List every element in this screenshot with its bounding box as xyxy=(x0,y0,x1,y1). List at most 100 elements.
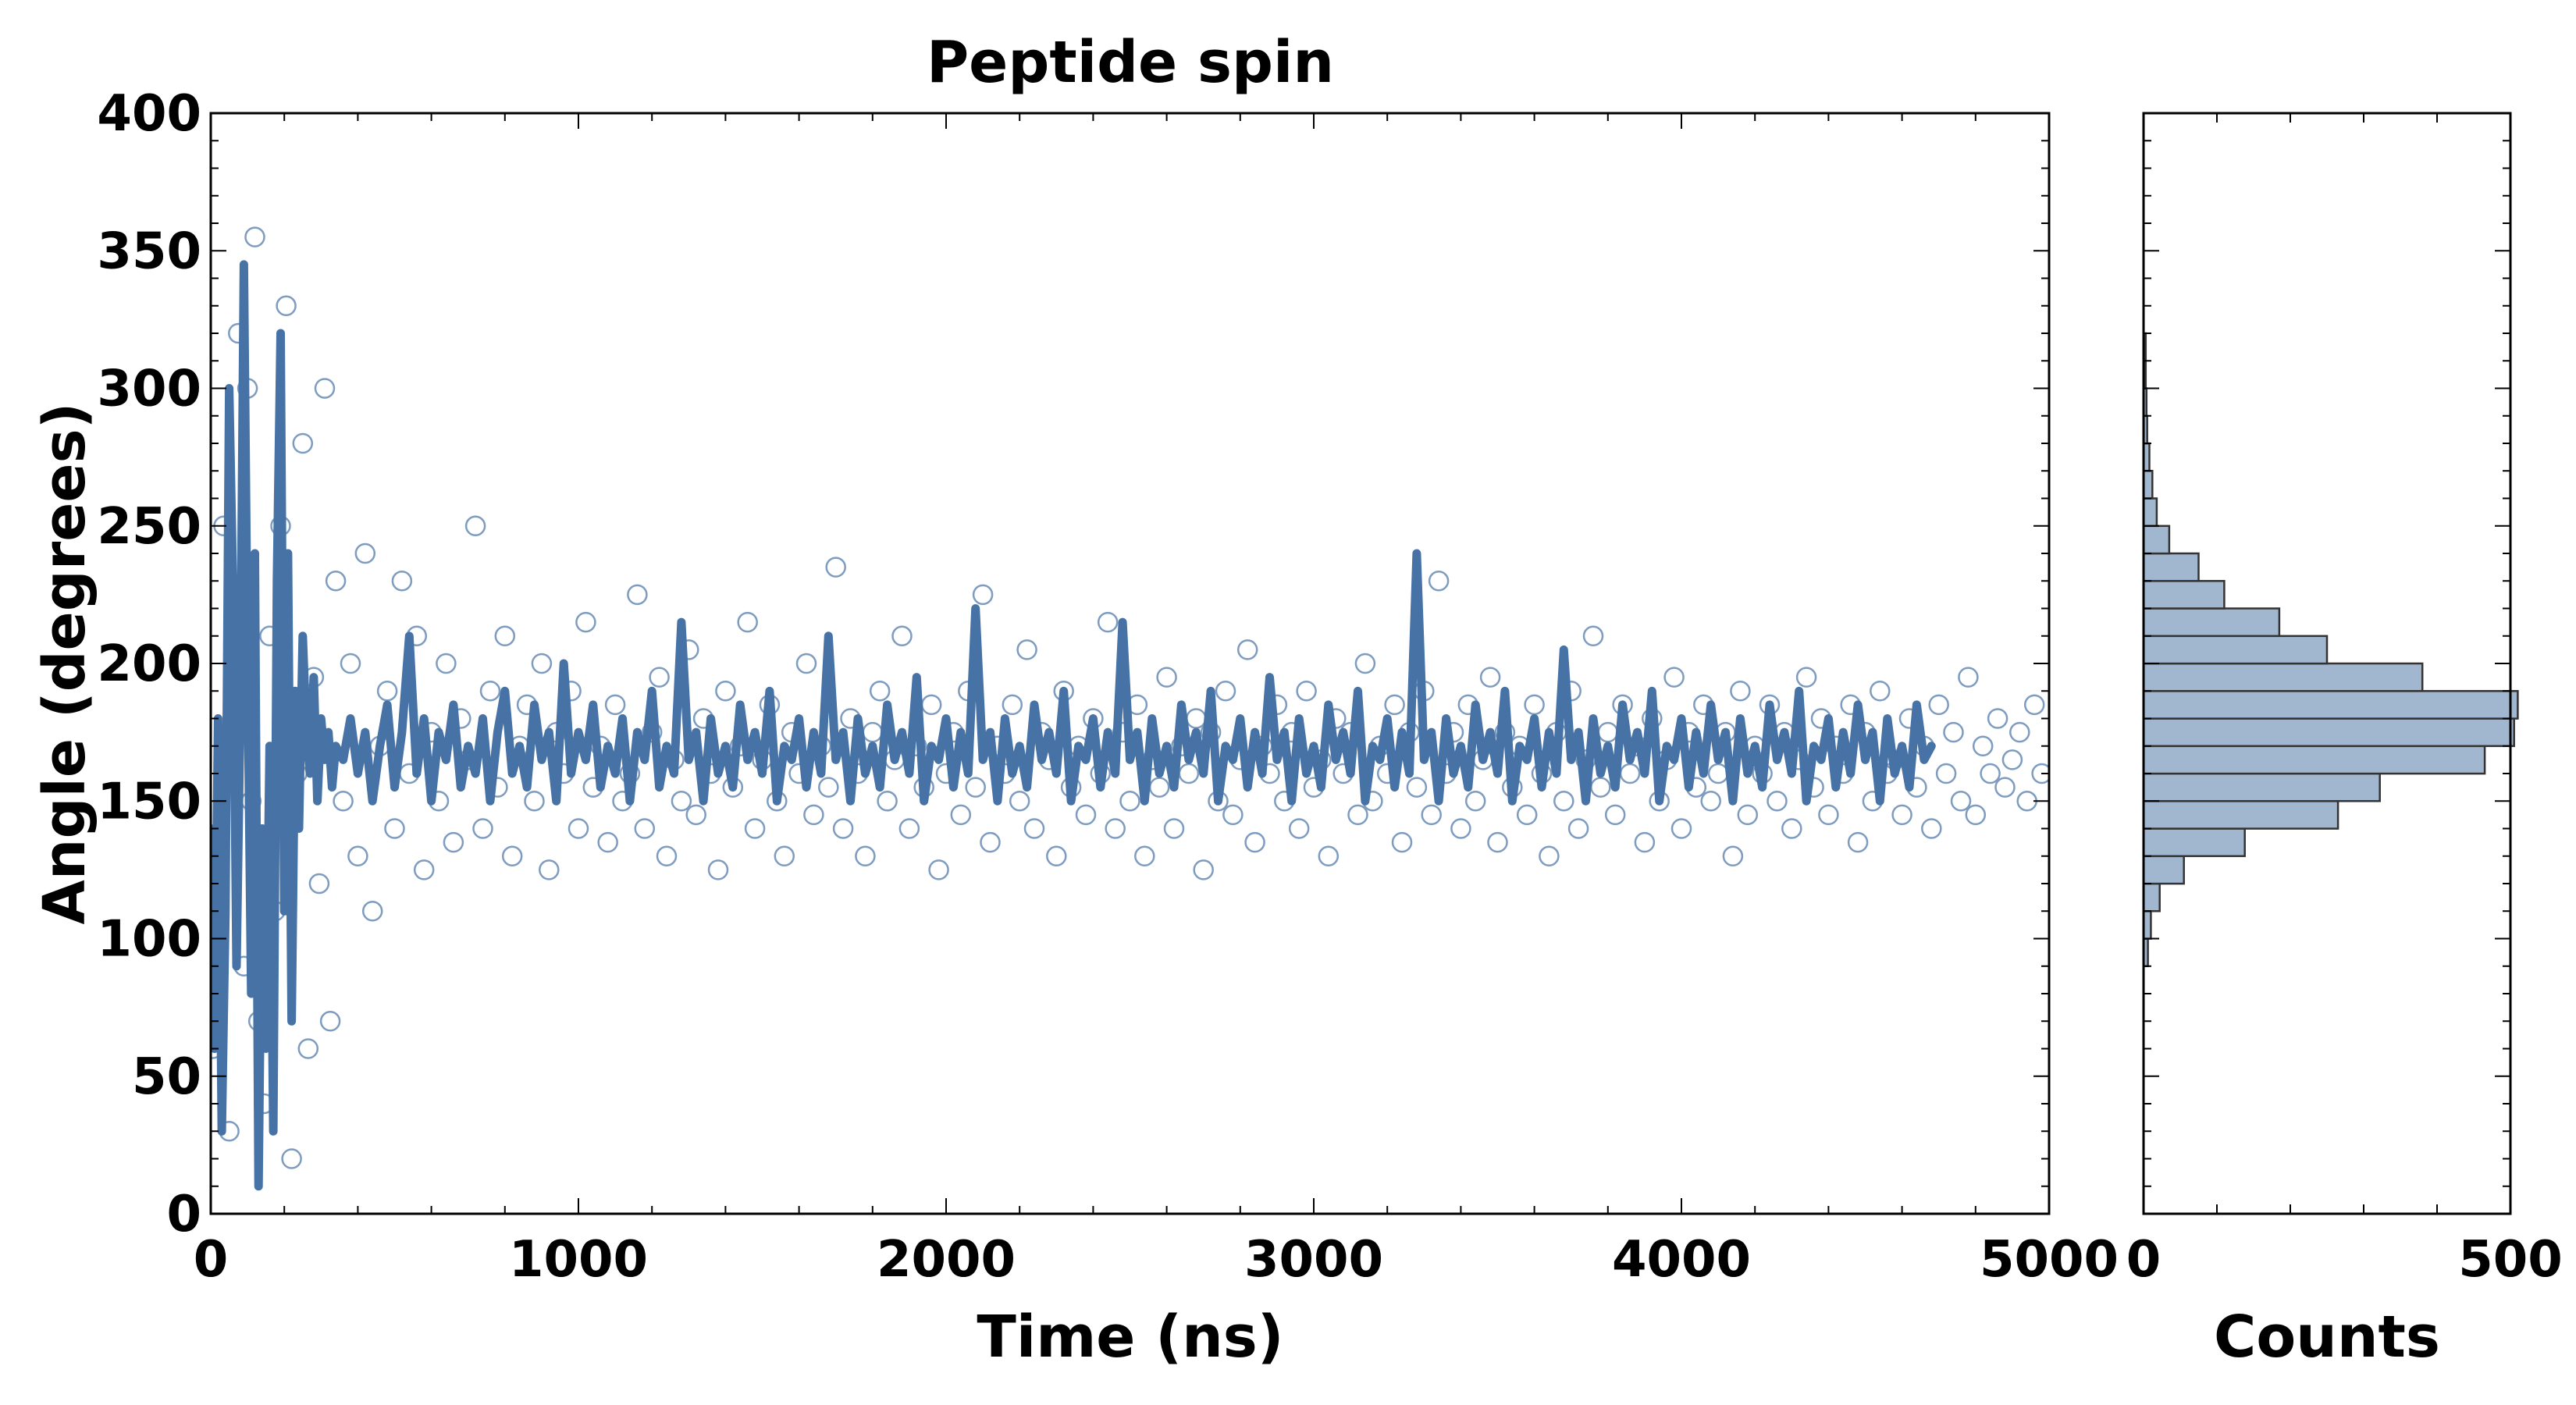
scatter-point xyxy=(869,681,891,702)
scatter-point xyxy=(1464,791,1486,812)
scatter-point xyxy=(1928,694,1949,716)
scatter-point xyxy=(1391,831,1413,853)
scatter-point xyxy=(604,694,626,716)
scatter-point xyxy=(1296,681,1317,702)
x-axis-label: Time (ns) xyxy=(977,1304,1283,1371)
histogram-bar xyxy=(2142,745,2486,775)
scatter-point xyxy=(877,791,898,812)
scatter-point xyxy=(1582,625,1604,647)
scatter-point xyxy=(744,818,766,839)
scatter-point xyxy=(276,295,297,317)
histogram-bar xyxy=(2142,525,2171,555)
scatter-point xyxy=(1634,831,1656,853)
scatter-point xyxy=(1958,667,1979,688)
scatter-point xyxy=(715,681,736,702)
scatter-point xyxy=(2001,749,2023,770)
counts-histogram: 0 500 Counts xyxy=(2126,112,2563,1371)
scatter-point xyxy=(980,831,1001,853)
scatter-point xyxy=(1524,694,1545,716)
scatter-point xyxy=(2009,721,2030,743)
scatter-point xyxy=(1023,818,1045,839)
scatter-point xyxy=(1781,818,1802,839)
scatter-point xyxy=(333,791,354,812)
scatter-point xyxy=(1016,639,1037,660)
scatter-point xyxy=(1818,804,1839,826)
histogram-bar xyxy=(2142,882,2161,912)
histogram-bar xyxy=(2142,607,2281,638)
scatter-point xyxy=(1670,818,1692,839)
scatter-point xyxy=(575,611,596,633)
scatter-point xyxy=(707,859,729,880)
histogram-bar xyxy=(2142,827,2246,858)
x-tick-label: 0 xyxy=(194,1231,229,1289)
scatter-point xyxy=(1795,667,1817,688)
histogram-bar xyxy=(2142,580,2226,610)
scatter-point xyxy=(384,818,405,839)
y-axis-label: Angle (degrees) xyxy=(31,403,98,925)
running-average-line xyxy=(211,260,1936,1191)
scatter-point xyxy=(2023,694,2045,716)
histogram-bar xyxy=(2142,497,2158,528)
y-tick-label: 100 xyxy=(97,911,201,969)
scatter-point xyxy=(443,831,464,853)
main-plot-frame xyxy=(209,112,2051,1215)
scatter-point xyxy=(2031,763,2049,784)
scatter-point xyxy=(1163,818,1185,839)
scatter-point xyxy=(1009,791,1030,812)
histogram-bar xyxy=(2142,855,2185,885)
scatter-point xyxy=(1318,845,1340,867)
histogram-bar xyxy=(2142,552,2200,582)
main-axis-ticks: 0 1000 2000 3000 4000 5000 0 50 100 150 200 250 300 3… xyxy=(97,85,2119,1289)
scatter-point xyxy=(1097,611,1119,633)
scatter-point xyxy=(1428,571,1450,592)
scatter-point xyxy=(281,1148,302,1169)
scatter-point xyxy=(795,653,817,674)
y-tick-label: 50 xyxy=(132,1048,201,1106)
x-tick-label: 3000 xyxy=(1244,1231,1383,1289)
y-tick-label: 0 xyxy=(166,1186,201,1243)
scatter-point xyxy=(1105,818,1126,839)
scatter-point xyxy=(774,845,795,867)
scatter-point xyxy=(1450,818,1471,839)
scatter-point xyxy=(1935,763,1957,784)
scatter-point xyxy=(376,681,398,702)
scatter-point xyxy=(1950,791,1972,812)
scatter-point xyxy=(464,515,486,537)
y-tick-label: 350 xyxy=(97,222,201,280)
scatter-point xyxy=(531,653,553,674)
scatter-point xyxy=(1244,831,1265,853)
y-tick-label: 150 xyxy=(97,773,201,831)
scatter-point xyxy=(972,584,994,606)
scatter-point xyxy=(1119,791,1140,812)
scatter-point xyxy=(1700,791,1721,812)
scatter-point xyxy=(568,818,589,839)
histogram-x-label: Counts xyxy=(2214,1304,2440,1371)
scatter-point xyxy=(1965,804,1987,826)
scatter-point xyxy=(297,1038,319,1059)
histogram-bar xyxy=(2142,469,2154,500)
x-tick-label: 2000 xyxy=(877,1231,1016,1289)
scatter-point xyxy=(737,611,758,633)
scatter-point xyxy=(1236,639,1258,660)
scatter-point xyxy=(1891,804,1912,826)
angle-time-plot: Peptide spin 0 1000 2000 3000 4000 5000 0 50 100… xyxy=(31,29,2119,1371)
histogram-bar xyxy=(2142,717,2515,748)
scatter-point xyxy=(1222,804,1244,826)
scatter-point xyxy=(1553,791,1574,812)
scatter-point xyxy=(818,777,839,798)
scatter-point xyxy=(1156,667,1177,688)
scatter-point xyxy=(1737,804,1759,826)
scatter-point xyxy=(1354,653,1376,674)
scatter-point xyxy=(1767,791,1788,812)
scatter-point xyxy=(1384,694,1405,716)
scatter-point xyxy=(1421,804,1442,826)
scatter-point xyxy=(472,818,493,839)
scatter-point xyxy=(1134,845,1155,867)
scatter-point xyxy=(501,845,523,867)
scatter-point xyxy=(898,818,920,839)
histogram-bars xyxy=(2142,332,2519,968)
chart-title: Peptide spin xyxy=(927,29,1334,96)
hist-x-tick-label: 0 xyxy=(2126,1231,2161,1289)
scatter-point xyxy=(1487,831,1508,853)
